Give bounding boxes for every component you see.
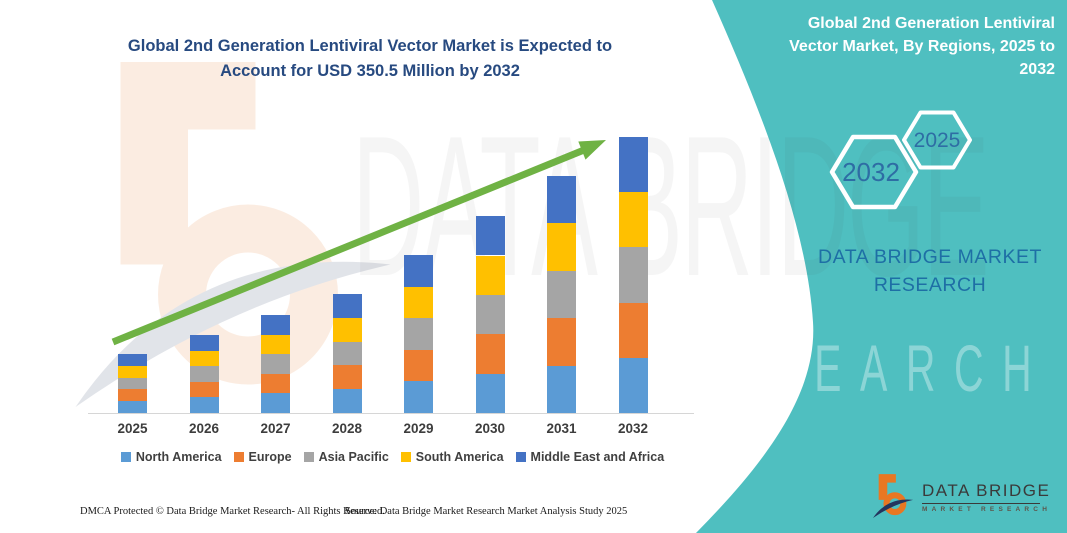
bar-segment-2031-asia-pacific (547, 270, 576, 319)
x-axis-label-2030: 2030 (474, 421, 506, 436)
bar-segment-2026-north-america (189, 397, 219, 413)
bar-segment-2029-middle-east-and-africa (404, 255, 433, 287)
legend-item-europe: Europe (233, 450, 292, 464)
footer-copyright: DMCA Protected © Data Bridge Market Rese… (80, 506, 385, 517)
legend-label: Asia Pacific (318, 450, 389, 464)
bar-segment-2026-europe (189, 381, 219, 398)
panel-title-line3: 2032 (1019, 61, 1055, 78)
x-axis-label-2025: 2025 (117, 421, 148, 436)
logo-b-icon (872, 474, 914, 518)
bar-segment-2031-north-america (547, 365, 576, 413)
legend-swatch (233, 452, 244, 462)
bar-segment-2032-middle-east-and-africa (618, 137, 648, 193)
bar-segment-2026-middle-east-and-africa (189, 335, 219, 351)
x-axis-line (88, 413, 694, 414)
bar-segment-2028-north-america (332, 389, 362, 413)
logo-company-name: DATA BRIDGE (922, 481, 1049, 504)
main-chart-title: Global 2nd Generation Lentiviral Vector … (100, 34, 640, 84)
panel-title-line1: Global 2nd Generation Lentiviral (807, 15, 1055, 32)
logo-company-tagline: MARKET RESEARCH (922, 506, 1052, 513)
footer-source: Source: Data Bridge Market Research Mark… (345, 506, 628, 517)
legend-item-asia-pacific: Asia Pacific (303, 450, 389, 464)
panel-title: Global 2nd Generation Lentiviral Vector … (733, 12, 1055, 81)
bar-segment-2031-europe (547, 318, 576, 366)
x-axis-label-2028: 2028 (331, 421, 363, 436)
x-axis-label-2026: 2026 (188, 421, 220, 436)
bar-segment-2028-middle-east-and-africa (332, 294, 362, 318)
bar-segment-2032-asia-pacific (618, 247, 648, 303)
bar-segment-2025-middle-east-and-africa (118, 353, 147, 366)
bar-segment-2030-north-america (475, 373, 505, 413)
panel-title-line2: Vector Market, By Regions, 2025 to (789, 38, 1055, 55)
legend-label: Europe (248, 450, 292, 464)
bar-segment-2029-north-america (404, 381, 433, 413)
stacked-bar-chart: 2025 2026 2027 2028 2029 2030 2031 2032 North A… (85, 120, 700, 465)
bar-segment-2027-middle-east-and-africa (261, 314, 290, 335)
bar-segment-2030-asia-pacific (475, 294, 505, 335)
bar-segment-2028-europe (332, 365, 362, 390)
bar-segment-2031-south-america (547, 223, 576, 271)
bar-segment-2030-europe (475, 334, 505, 374)
bar-segment-2025-south-america (118, 365, 147, 378)
bar-segment-2032-north-america (618, 357, 648, 413)
chart-legend: North America Europe Asia Pacific South Ame… (85, 450, 700, 464)
bar-segment-2027-asia-pacific (261, 354, 290, 374)
bar-segment-2032-europe (618, 302, 648, 358)
bar-segment-2026-south-america (189, 350, 219, 367)
bar-segment-2025-north-america (118, 401, 147, 413)
panel-brand-line2: RESEARCH (873, 274, 987, 296)
legend-label: North America (135, 450, 222, 464)
legend-swatch (515, 452, 526, 462)
panel-brand-line1: DATA BRIDGE MARKET (818, 246, 1042, 268)
legend-label: South America (415, 450, 504, 464)
legend-swatch (303, 452, 314, 462)
bar-segment-2031-middle-east-and-africa (547, 175, 576, 224)
main-chart-title-line2: Account for USD 350.5 Million by 2032 (220, 62, 520, 80)
bar-segment-2028-asia-pacific (332, 341, 362, 366)
x-axis-label-2029: 2029 (403, 421, 434, 436)
x-axis-label-2032: 2032 (617, 421, 649, 436)
main-chart-title-line1: Global 2nd Generation Lentiviral Vector … (127, 37, 613, 55)
legend-item-south-america: South America (400, 450, 504, 464)
legend-item-middle-east-and-africa: Middle East and Africa (515, 450, 665, 464)
bar-segment-2030-south-america (475, 255, 505, 295)
legend-label: Middle East and Africa (530, 450, 665, 464)
bar-segment-2032-south-america (618, 192, 648, 248)
x-axis-label-2031: 2031 (546, 421, 577, 436)
bar-segment-2030-middle-east-and-africa (475, 216, 505, 256)
bar-segment-2029-europe (404, 349, 433, 382)
x-axis-label-2027: 2027 (260, 421, 291, 436)
bar-segment-2027-north-america (261, 393, 290, 413)
panel-brand-name: DATA BRIDGE MARKET RESEARCH (795, 243, 1065, 299)
bar-segment-2025-europe (118, 389, 147, 402)
bar-segment-2027-south-america (261, 334, 290, 355)
legend-item-north-america: North America (120, 450, 222, 464)
bar-segment-2026-asia-pacific (189, 366, 219, 382)
bar-segment-2025-asia-pacific (118, 377, 147, 390)
legend-swatch (400, 452, 411, 462)
bar-segment-2027-europe (261, 373, 290, 394)
bar-segment-2028-south-america (332, 317, 362, 342)
bar-segment-2029-asia-pacific (404, 318, 433, 350)
bar-segment-2029-south-america (404, 286, 433, 319)
company-logo: DATA BRIDGE MARKET RESEARCH (872, 473, 1052, 526)
legend-swatch (120, 452, 131, 462)
